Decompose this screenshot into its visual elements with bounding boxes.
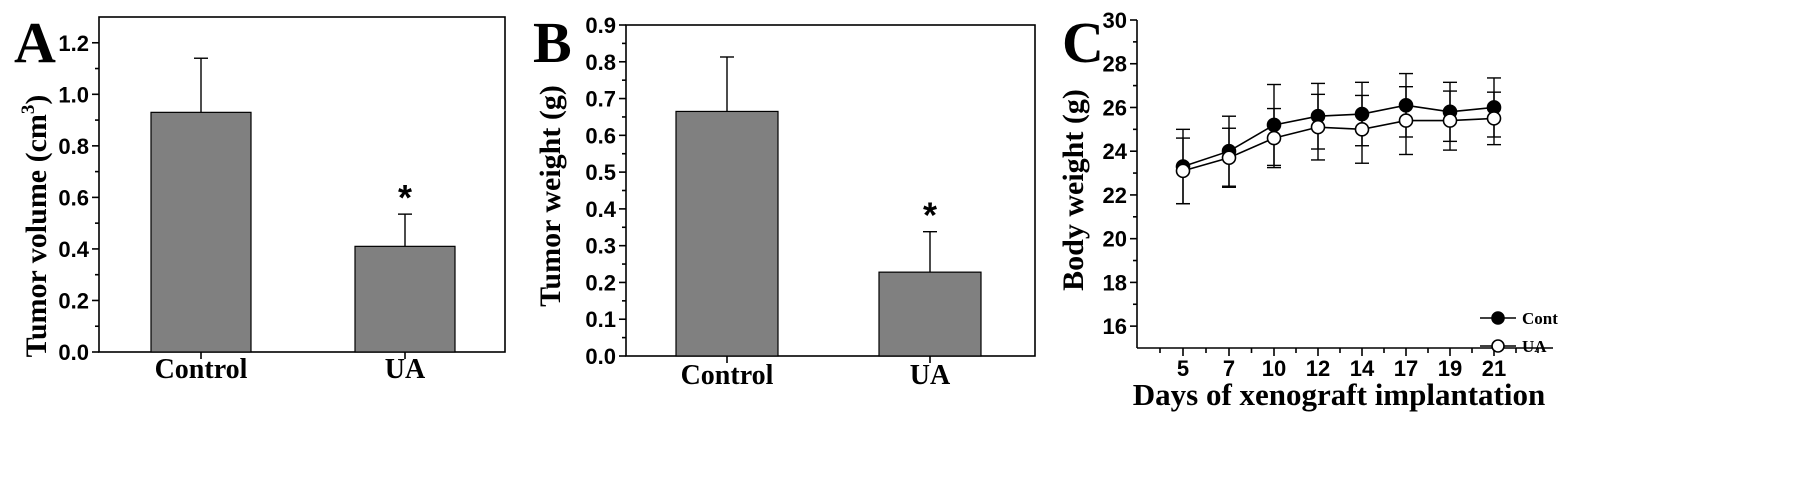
panel-b-ytick-label: 0.7 (585, 87, 616, 112)
panel-a-ytick-label: 0.6 (58, 185, 89, 210)
legend-marker-ua (1491, 339, 1505, 353)
panel-b: B Tumor weight (g) 0.0 0.1 0.2 0.3 0.4 0.5 0.6… (533, 10, 1036, 391)
panel-b-yticks: 0.0 0.1 0.2 0.3 0.4 0.5 0.6 0.7 0.8 0.9 (585, 13, 931, 369)
panel-b-bar-ua (878, 271, 982, 357)
panel-b-ytick-label: 0.4 (585, 197, 616, 222)
panel-a-categories: Control UA (155, 354, 426, 385)
panel-a-ytick-label: 1.2 (58, 31, 89, 56)
panel-c-points (1175, 97, 1502, 179)
panel-c-xtick-label: 19 (1438, 356, 1462, 381)
panel-b-categories: Control UA (681, 360, 951, 391)
point-ua (1486, 111, 1502, 126)
panel-c-ylabel: Body weight (g) (1057, 89, 1090, 291)
panel-a-ytick-label: 1.0 (58, 82, 89, 107)
panel-a-ylabel: Tumor volume (cm3) (18, 95, 53, 358)
panel-c-series-lines (1182, 104, 1495, 172)
panel-c-error-bars (1176, 72, 1501, 205)
panel-b-ytick-label: 0.9 (585, 13, 616, 38)
panel-a-ytick-label: 0.4 (58, 237, 89, 262)
point-cont (1354, 106, 1370, 122)
panel-c-ytick-label: 22 (1103, 183, 1127, 208)
legend-label-cont: Cont (1522, 309, 1558, 328)
point-ua (1354, 122, 1370, 137)
legend-marker-cont (1491, 311, 1505, 325)
panel-b-ytick-label: 0.1 (585, 307, 616, 332)
panel-c-ytick-label: 28 (1103, 52, 1127, 77)
point-ua (1442, 113, 1458, 128)
panel-a-category-label: Control (155, 354, 248, 385)
panel-c-xtick-label: 12 (1306, 356, 1330, 381)
panel-c-xticks: 5 7 10 12 14 17 19 21 (1159, 348, 1539, 381)
panel-c-xtick-label: 14 (1350, 356, 1375, 381)
panel-c-ytick-label: 18 (1103, 270, 1127, 295)
panel-c-xlabel: Days of xenograft implantation (1133, 377, 1545, 412)
panel-b-category-label: UA (910, 360, 951, 391)
panel-b-ytick-label: 0.5 (585, 160, 616, 185)
point-cont (1398, 97, 1414, 113)
panel-b-bar-control (675, 110, 779, 357)
point-ua (1175, 163, 1191, 179)
panel-a-error-bars (194, 57, 412, 247)
panel-b-ytick-label: 0.2 (585, 270, 616, 295)
legend-label-ua: UA (1522, 337, 1547, 356)
point-ua (1266, 130, 1282, 146)
panel-a-bars (150, 111, 456, 353)
panel-c-ytick-label: 30 (1103, 8, 1127, 33)
panel-a-ytick-label: 0.2 (58, 288, 89, 313)
series-line-cont (1182, 104, 1495, 168)
panel-b-letter: B (533, 10, 572, 75)
panel-c-xtick-label: 10 (1262, 356, 1286, 381)
panel-a-frame (98, 16, 506, 353)
panel-b-ytick-label: 0.8 (585, 50, 616, 75)
panel-c-ytick-label: 16 (1103, 314, 1127, 339)
series-line-ua (1182, 117, 1495, 172)
panel-c-letter: C (1062, 10, 1104, 75)
panel-c-xtick-label: 7 (1223, 356, 1235, 381)
point-cont (1266, 117, 1282, 133)
point-ua (1398, 113, 1414, 128)
panel-a-letter: A (14, 10, 56, 75)
panel-b-ytick-label: 0.3 (585, 234, 616, 259)
panel-b-category-label: Control (681, 360, 774, 391)
panel-a-category-label: UA (385, 354, 426, 385)
panel-b-ytick-label: 0.6 (585, 123, 616, 148)
panel-a-bar-ua (354, 245, 456, 353)
panel-a-ytick-label: 0.8 (58, 134, 89, 159)
panel-b-bars (675, 110, 982, 357)
panel-a-ytick-label: 0.0 (58, 340, 89, 365)
point-ua (1310, 119, 1326, 135)
panel-c-xtick-label: 5 (1177, 356, 1189, 381)
panel-b-significance: * (923, 195, 937, 236)
panel-c-ytick-label: 20 (1103, 227, 1127, 252)
panel-b-ytick-label: 0.0 (585, 344, 616, 369)
panel-a-bar-control (150, 111, 252, 353)
panel-c-ytick-label: 26 (1103, 95, 1127, 120)
panel-a-significance: * (398, 177, 412, 218)
panel-a-significance-star: * (398, 177, 412, 218)
panel-a-yticks: 0.0 0.2 0.4 0.6 0.8 1.0 1.2 (58, 31, 406, 365)
point-ua (1221, 150, 1237, 166)
panel-b-ylabel: Tumor weight (g) (534, 85, 567, 307)
panel-c: C Body weight (g) 16 18 20 22 24 26 28 30 5 7 10 1… (1057, 8, 1558, 412)
panel-b-error-bars (720, 56, 937, 273)
panel-c-xtick-label: 17 (1394, 356, 1418, 381)
panel-a: A Tumor volume (cm3) 0.0 0.2 0.4 0.6 0.8 1.0 1… (14, 10, 506, 385)
panel-c-legend: Cont UA (1480, 309, 1558, 356)
panel-c-ytick-label: 24 (1103, 139, 1128, 164)
panel-c-yticks: 16 18 20 22 24 26 28 30 (1103, 8, 1137, 339)
panel-b-significance-star: * (923, 195, 937, 236)
panel-c-xtick-label: 21 (1482, 356, 1506, 381)
